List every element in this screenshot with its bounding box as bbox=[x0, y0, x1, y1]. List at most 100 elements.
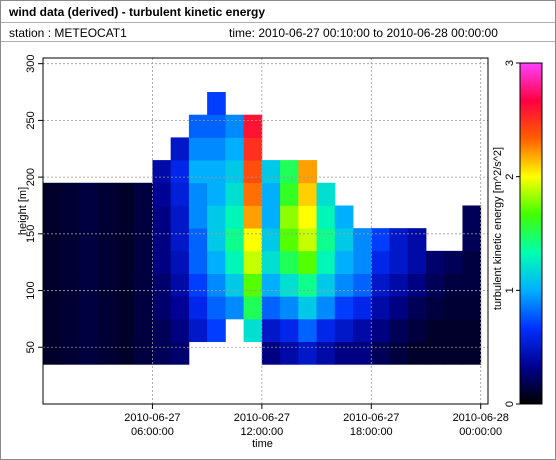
heat-cell bbox=[243, 205, 263, 229]
heat-cell bbox=[353, 318, 372, 343]
heat-cell bbox=[261, 273, 281, 297]
x-tick-label: 06:00:00 bbox=[131, 426, 174, 438]
heat-cell bbox=[316, 182, 336, 206]
heat-cell bbox=[243, 296, 263, 320]
heat-cell bbox=[188, 160, 208, 184]
heat-cell bbox=[188, 250, 208, 274]
y-tick-label: 200 bbox=[25, 168, 37, 186]
heat-cell bbox=[152, 182, 172, 206]
heat-cell bbox=[334, 205, 354, 229]
heat-cell bbox=[243, 114, 263, 138]
heat-cell bbox=[207, 318, 226, 343]
heat-cell bbox=[170, 341, 190, 365]
heat-cell bbox=[61, 182, 80, 206]
heat-cell bbox=[425, 250, 445, 274]
heat-cell bbox=[280, 250, 299, 274]
info-bar: station : METEOCAT1 time: 2010-06-27 00:… bbox=[1, 24, 555, 42]
heat-cell bbox=[462, 228, 482, 252]
colorbar bbox=[519, 62, 543, 405]
x-tick-label: 00:00:00 bbox=[459, 426, 502, 438]
heat-cell bbox=[298, 228, 317, 252]
heat-cell bbox=[462, 250, 482, 274]
heat-cell bbox=[334, 250, 354, 274]
heat-cell bbox=[152, 318, 172, 343]
heat-cell bbox=[207, 182, 226, 206]
heat-cell bbox=[170, 250, 190, 274]
heat-cell bbox=[261, 228, 281, 252]
heat-cell bbox=[334, 318, 354, 343]
heat-cell bbox=[115, 273, 135, 297]
heat-cell bbox=[225, 114, 245, 138]
heat-cell bbox=[170, 228, 190, 252]
heat-cell bbox=[97, 205, 117, 229]
heat-cell bbox=[61, 228, 80, 252]
heat-cell bbox=[371, 318, 390, 343]
colorbar-tick-label: 0 bbox=[504, 401, 516, 407]
heat-cell bbox=[115, 318, 135, 343]
heat-cell bbox=[353, 273, 372, 297]
heat-cell bbox=[334, 273, 354, 297]
heat-cell bbox=[188, 273, 208, 297]
heat-cell bbox=[243, 137, 263, 161]
heat-cell bbox=[152, 273, 172, 297]
heat-cell bbox=[280, 296, 299, 320]
heat-cell bbox=[425, 273, 445, 297]
period: time: 2010-06-27 00:10:00 to 2010-06-28 … bbox=[229, 26, 498, 40]
heat-cell bbox=[389, 341, 409, 365]
heat-cell bbox=[79, 273, 99, 297]
heat-cell bbox=[407, 273, 427, 297]
x-tick-label: 2010-06-27 bbox=[343, 412, 399, 424]
heat-cell bbox=[371, 296, 390, 320]
heat-cell bbox=[316, 318, 336, 343]
heat-cell bbox=[188, 114, 208, 138]
chart: 50 100 150 200 250 300 2010-06-27 06:00:00 2010-… bbox=[17, 54, 543, 450]
colorbar-tick-label: 1 bbox=[504, 287, 516, 293]
heat-cell bbox=[43, 250, 62, 274]
heat-cell bbox=[134, 341, 153, 365]
heat-cell bbox=[152, 250, 172, 274]
heat-cell bbox=[280, 318, 299, 343]
heat-cell bbox=[261, 341, 281, 365]
heat-cell bbox=[462, 205, 482, 229]
heat-cell bbox=[389, 250, 409, 274]
heat-cell bbox=[261, 205, 281, 229]
heat-cell bbox=[225, 250, 245, 274]
heat-cell bbox=[298, 182, 317, 206]
heat-cell bbox=[389, 273, 409, 297]
heat-cell bbox=[61, 205, 80, 229]
heat-cell bbox=[115, 296, 135, 320]
x-tick-label: 12:00:00 bbox=[240, 426, 283, 438]
heat-cell bbox=[243, 160, 263, 184]
heat-cell bbox=[188, 205, 208, 229]
heat-cell bbox=[188, 318, 208, 343]
heat-cell bbox=[280, 205, 299, 229]
heat-cell bbox=[170, 137, 190, 161]
heat-cell bbox=[79, 228, 99, 252]
heat-cell bbox=[207, 137, 226, 161]
heat-cell bbox=[134, 182, 153, 206]
heat-cell bbox=[207, 273, 226, 297]
heat-cell bbox=[389, 296, 409, 320]
heat-cell bbox=[152, 205, 172, 229]
heat-cell bbox=[79, 296, 99, 320]
heat-cell bbox=[79, 318, 99, 343]
heat-cell bbox=[152, 160, 172, 184]
heat-cell bbox=[97, 273, 117, 297]
heat-cell bbox=[79, 182, 99, 206]
heat-cell bbox=[225, 137, 245, 161]
heat-cell bbox=[407, 228, 427, 252]
heat-cell bbox=[225, 296, 245, 320]
heat-cell bbox=[316, 273, 336, 297]
heat-cell bbox=[353, 228, 372, 252]
heat-cell bbox=[61, 250, 80, 274]
heat-cell bbox=[43, 341, 62, 365]
heat-cell bbox=[79, 250, 99, 274]
heat-cell bbox=[261, 250, 281, 274]
heat-cell bbox=[425, 318, 445, 343]
heat-cell bbox=[280, 341, 299, 365]
heat-cell bbox=[134, 205, 153, 229]
heat-cell bbox=[225, 160, 245, 184]
heat-cell bbox=[43, 205, 62, 229]
heat-cell bbox=[97, 318, 117, 343]
heat-cell bbox=[170, 160, 190, 184]
